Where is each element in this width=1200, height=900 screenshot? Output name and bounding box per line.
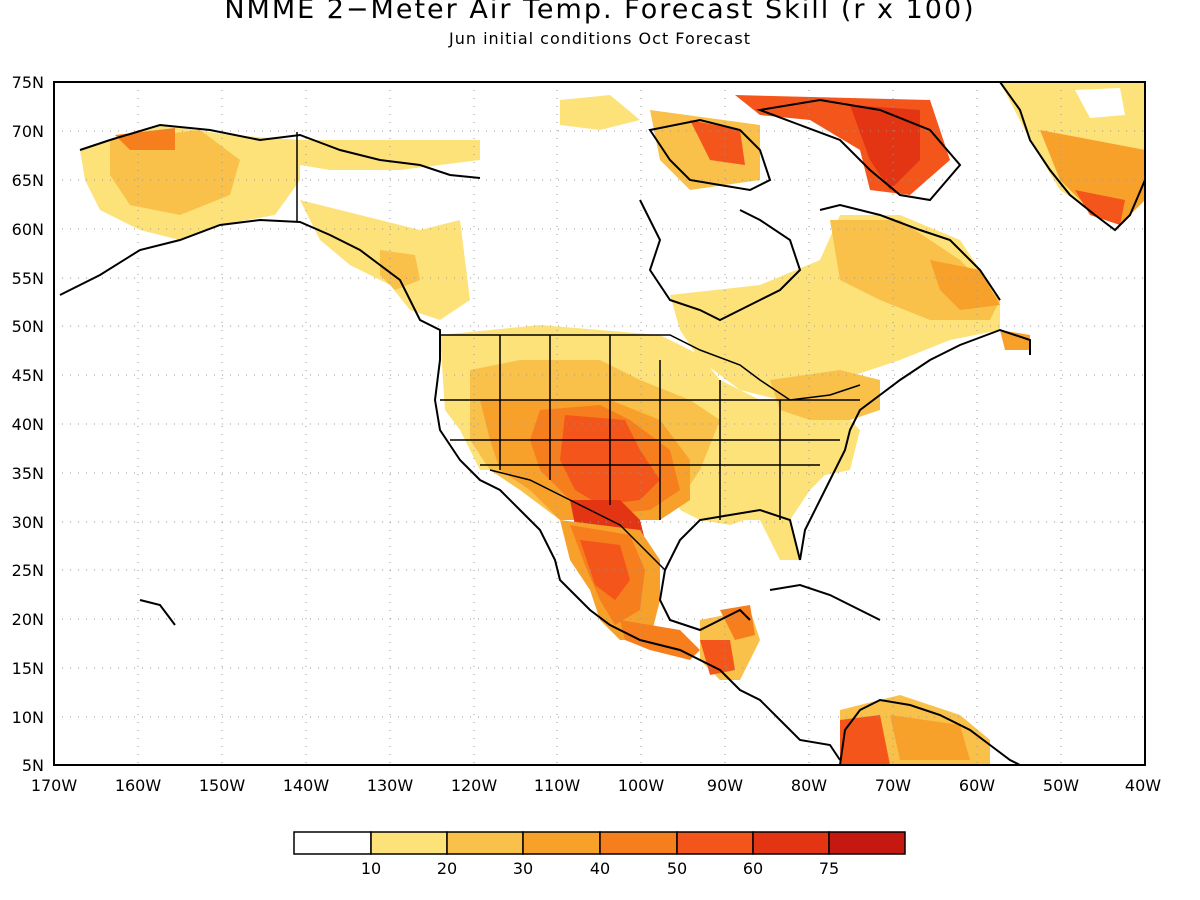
legend-swatch [752, 831, 830, 855]
map-title: NMME 2−Meter Air Temp. Forecast Skill (r… [224, 0, 976, 25]
lat-label: 30N [12, 513, 44, 532]
lon-label: 130W [367, 776, 414, 795]
alaska-coast [59, 218, 571, 591]
legend-label: 10 [361, 859, 381, 878]
lat-label: 55N [12, 269, 44, 288]
south-america-shading-3 [890, 715, 970, 760]
coastlines [59, 82, 1145, 765]
legend-label: 50 [667, 859, 687, 878]
legend-label: 75 [819, 859, 839, 878]
south-america-shading-2 [840, 715, 890, 765]
lon-labels: 170W 160W 150W 140W 130W 120W 110W 100W … [31, 776, 1161, 795]
legend-swatch [370, 831, 448, 855]
baffin-coast [648, 118, 772, 192]
lat-label: 75N [12, 73, 44, 92]
us-se-shading [710, 420, 840, 560]
us-canada-border [440, 334, 861, 401]
mexico-coast [569, 589, 841, 761]
legend-label: 20 [437, 859, 457, 878]
lon-label: 120W [451, 776, 498, 795]
legend-label: 60 [743, 859, 763, 878]
lat-label: 65N [12, 171, 44, 190]
baffin-shading-2 [690, 120, 745, 165]
lon-label: 170W [31, 776, 78, 795]
lon-label: 40W [1125, 776, 1161, 795]
east-coast [799, 328, 1031, 561]
lat-label: 15N [12, 659, 44, 678]
alaska-shading-2 [110, 130, 240, 215]
legend-swatch [293, 831, 372, 855]
political-borders [296, 132, 861, 571]
us-mexico-border [489, 469, 666, 571]
color-legend: 10 20 30 40 50 60 75 [293, 831, 906, 878]
legend-label: 30 [513, 859, 533, 878]
alaska-north-coast [79, 123, 481, 179]
lat-label: 45N [12, 366, 44, 385]
arctic-shading [560, 95, 640, 130]
map-subtitle: Jun initial conditions Oct Forecast [448, 29, 752, 48]
state-lines [440, 335, 860, 520]
legend-swatch [522, 831, 601, 855]
lat-label: 35N [12, 464, 44, 483]
lon-label: 100W [618, 776, 665, 795]
greenland-coast [999, 82, 1145, 232]
mexico-shading-3 [580, 540, 630, 600]
lat-label: 70N [12, 122, 44, 141]
central-america-shading-2 [700, 640, 735, 675]
legend-swatch [676, 831, 754, 855]
lat-label: 20N [12, 610, 44, 629]
cuba [769, 583, 881, 621]
lon-label: 80W [791, 776, 827, 795]
lat-labels: 75N 70N 65N 60N 55N 50N 45N 40N 35N 30N … [12, 73, 44, 775]
lat-label: 5N [22, 756, 44, 775]
lon-label: 110W [534, 776, 581, 795]
lon-label: 150W [199, 776, 246, 795]
south-america-coast [839, 698, 1021, 765]
hudson-bay [639, 199, 802, 322]
lon-label: 160W [115, 776, 162, 795]
labrador-coast [819, 203, 1001, 301]
lon-label: 50W [1043, 776, 1079, 795]
lat-label: 25N [12, 561, 44, 580]
lat-label: 40N [12, 415, 44, 434]
ellesmere-shading-2 [850, 105, 920, 190]
labrador-shading [930, 260, 1000, 310]
lon-label: 60W [959, 776, 995, 795]
lon-label: 90W [707, 776, 743, 795]
lat-label: 10N [12, 708, 44, 727]
legend-swatch [828, 831, 906, 855]
ellesmere-coast [756, 98, 962, 202]
yucatan-shading [720, 605, 755, 640]
legend-label: 40 [590, 859, 610, 878]
lon-label: 140W [283, 776, 330, 795]
lon-label: 70W [875, 776, 911, 795]
greenland-shading-3 [1075, 190, 1125, 225]
newfoundland-shading [1000, 330, 1030, 350]
lat-label: 50N [12, 317, 44, 336]
map-frame [53, 81, 1146, 766]
greenland-white [1075, 88, 1125, 118]
lat-label: 60N [12, 220, 44, 239]
skill-shading [80, 82, 1145, 765]
legend-swatch [599, 831, 678, 855]
bc-shading [380, 250, 420, 290]
legend-swatch [446, 831, 524, 855]
hawaii [139, 599, 176, 626]
